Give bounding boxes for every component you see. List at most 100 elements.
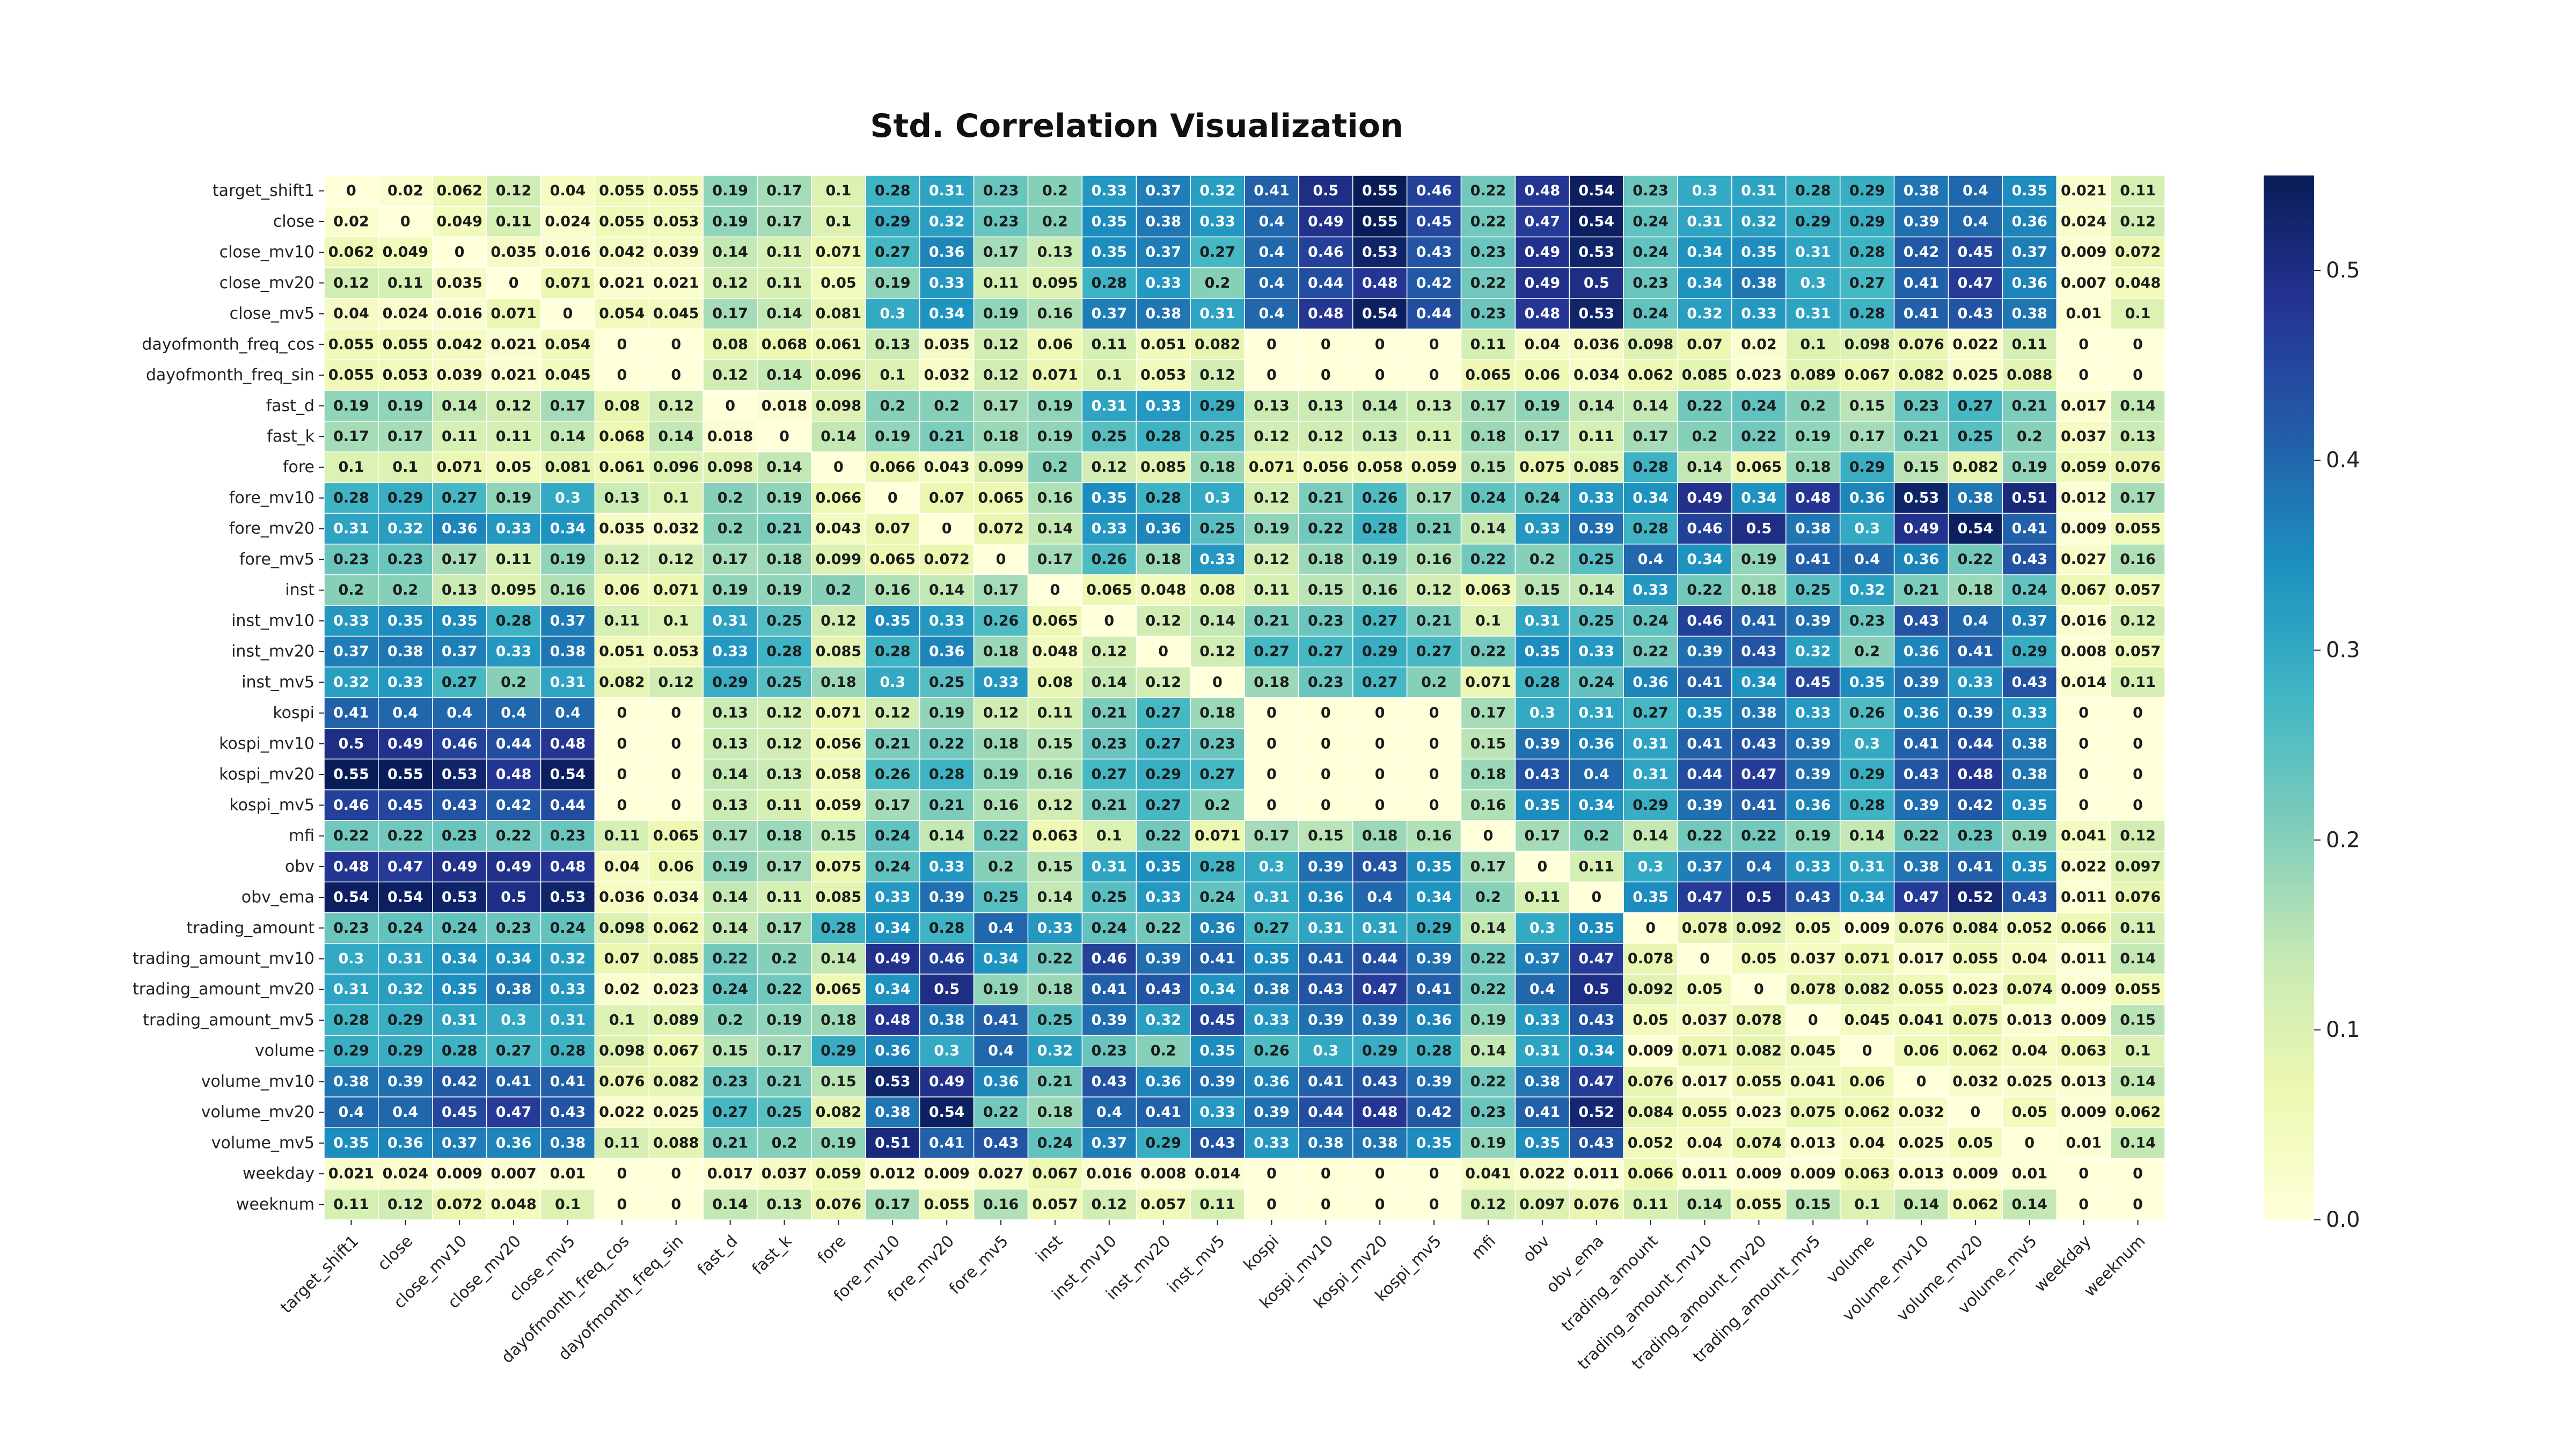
cell-value-label: 0.27 (875, 244, 911, 261)
cell-value-label: 0.27 (1145, 705, 1181, 721)
cell-value-label: 0.18 (1795, 459, 1831, 475)
cell-value-label: 0.27 (1958, 398, 1994, 414)
cell-value-label: 0.017 (1898, 950, 1944, 967)
cell-value-label: 0.4 (1096, 1104, 1122, 1121)
cell-value-label: 0.075 (816, 858, 861, 875)
cell-value-label: 0.39 (1687, 797, 1723, 814)
cell-value-label: 0.31 (1849, 858, 1885, 875)
cell-value-label: 0.052 (1628, 1135, 1673, 1151)
heatmap-cell (486, 482, 541, 514)
cell-value-label: 0.37 (2011, 244, 2047, 261)
heatmap-cell (648, 298, 704, 330)
cell-value-label: 0.009 (2061, 1104, 2106, 1121)
heatmap-cell (1190, 605, 1245, 637)
heatmap-cell (811, 267, 866, 299)
cell-value-label: 0 (1808, 1012, 1818, 1028)
heatmap-cell (648, 359, 704, 391)
heatmap-cell (702, 390, 758, 422)
cell-value-label: 0.23 (1633, 182, 1668, 199)
cell-value-label: 0.2 (1205, 797, 1231, 814)
cell-value-label: 0.41 (1525, 1104, 1561, 1121)
cell-value-label: 0.15 (712, 1043, 748, 1059)
heatmap-cell (1352, 390, 1408, 422)
cell-value-label: 0.25 (1199, 521, 1235, 537)
cell-value-label: 0.12 (983, 336, 1019, 353)
cell-value-label: 0.29 (875, 213, 911, 230)
cell-value-label: 0.18 (1958, 582, 1994, 598)
cell-value-label: 0.43 (2011, 889, 2047, 906)
cell-value-label: 0.097 (2115, 858, 2161, 875)
cell-value-label: 0.098 (707, 459, 753, 475)
cell-value-label: 0.055 (924, 1196, 969, 1213)
cell-value-label: 0.26 (1254, 1043, 1290, 1059)
heatmap-cell (378, 789, 433, 821)
cell-value-label: 0.36 (1904, 551, 1940, 568)
cell-value-label: 0.066 (816, 489, 861, 506)
cell-value-label: 0.25 (1091, 889, 1127, 906)
cell-value-label: 0.44 (1308, 1104, 1344, 1121)
cell-value-label: 0.063 (1032, 828, 1078, 844)
x-tick-label: fore (814, 1232, 850, 1268)
cell-value-label: 0.29 (1416, 920, 1452, 936)
heatmap-cell (1514, 635, 1570, 668)
cell-value-label: 0.17 (1470, 398, 1506, 414)
heatmap-cell (486, 789, 541, 821)
cell-value-label: 0.035 (437, 275, 482, 291)
heatmap-cell (1406, 544, 1462, 575)
cell-value-label: 0.035 (491, 244, 536, 261)
cell-value-label: 0.19 (1795, 828, 1831, 844)
cell-value-label: 0.076 (599, 1073, 645, 1090)
cell-value-label: 0 (1267, 336, 1277, 353)
cell-value-label: 0.34 (1416, 889, 1452, 906)
heatmap-cell (811, 544, 866, 575)
cell-value-label: 0.14 (1470, 521, 1506, 537)
cell-value-label: 0.53 (1578, 244, 1614, 261)
heatmap-cell (1406, 789, 1462, 821)
cell-value-label: 0.14 (712, 920, 748, 936)
cell-value-label: 0.39 (1308, 858, 1344, 875)
heatmap-cell (1677, 267, 1732, 299)
cell-value-label: 0 (1267, 735, 1277, 752)
cell-value-label: 0 (1375, 1166, 1385, 1182)
cell-value-label: 0.05 (1795, 920, 1831, 936)
heatmap-cell (1352, 451, 1408, 484)
cell-value-label: 0.11 (604, 612, 640, 629)
heatmap-cell (1623, 206, 1678, 238)
cell-value-label: 0.036 (1574, 336, 1619, 353)
cell-value-label: 0.05 (1687, 981, 1723, 998)
cell-value-label: 0.33 (1145, 275, 1181, 291)
cell-value-label: 0.22 (1470, 981, 1506, 998)
heatmap-cell (594, 267, 650, 299)
cell-value-label: 0.009 (2061, 1012, 2106, 1028)
heatmap-cell (1731, 390, 1787, 422)
cell-value-label: 0.3 (1638, 858, 1664, 875)
heatmap-cell (378, 298, 433, 330)
cell-value-label: 0.12 (1091, 1196, 1127, 1213)
heatmap-cell (432, 820, 487, 852)
cell-value-label: 0.037 (1682, 1012, 1728, 1028)
heatmap-cell (1081, 635, 1137, 668)
cell-value-label: 0 (1537, 858, 1547, 875)
heatmap-cell (1785, 758, 1841, 791)
cell-value-label: 0.22 (1687, 582, 1723, 598)
cell-value-label: 0.28 (929, 766, 965, 783)
cell-value-label: 0.011 (2061, 950, 2106, 967)
heatmap-cell (702, 359, 758, 391)
heatmap-cell (1298, 544, 1353, 575)
cell-value-label: 0.18 (1037, 1104, 1073, 1121)
heatmap-cell (2110, 206, 2165, 238)
cell-value-label: 0 (888, 489, 898, 506)
cell-value-label: 0.43 (2011, 551, 2047, 568)
heatmap-cell (324, 820, 379, 852)
heatmap-cell (919, 635, 975, 668)
cell-value-label: 0.41 (1308, 1073, 1344, 1090)
heatmap-cell (1136, 298, 1191, 330)
cell-value-label: 0.063 (2061, 1043, 2106, 1059)
cell-value-label: 0 (1429, 1166, 1439, 1182)
cell-value-label: 0.34 (442, 950, 478, 967)
cell-value-label: 0.22 (1470, 213, 1506, 230)
cell-value-label: 0 (1429, 766, 1439, 783)
cell-value-label: 0.17 (766, 213, 802, 230)
cell-value-label: 0.19 (712, 182, 748, 199)
heatmap-cell (1460, 175, 1516, 207)
